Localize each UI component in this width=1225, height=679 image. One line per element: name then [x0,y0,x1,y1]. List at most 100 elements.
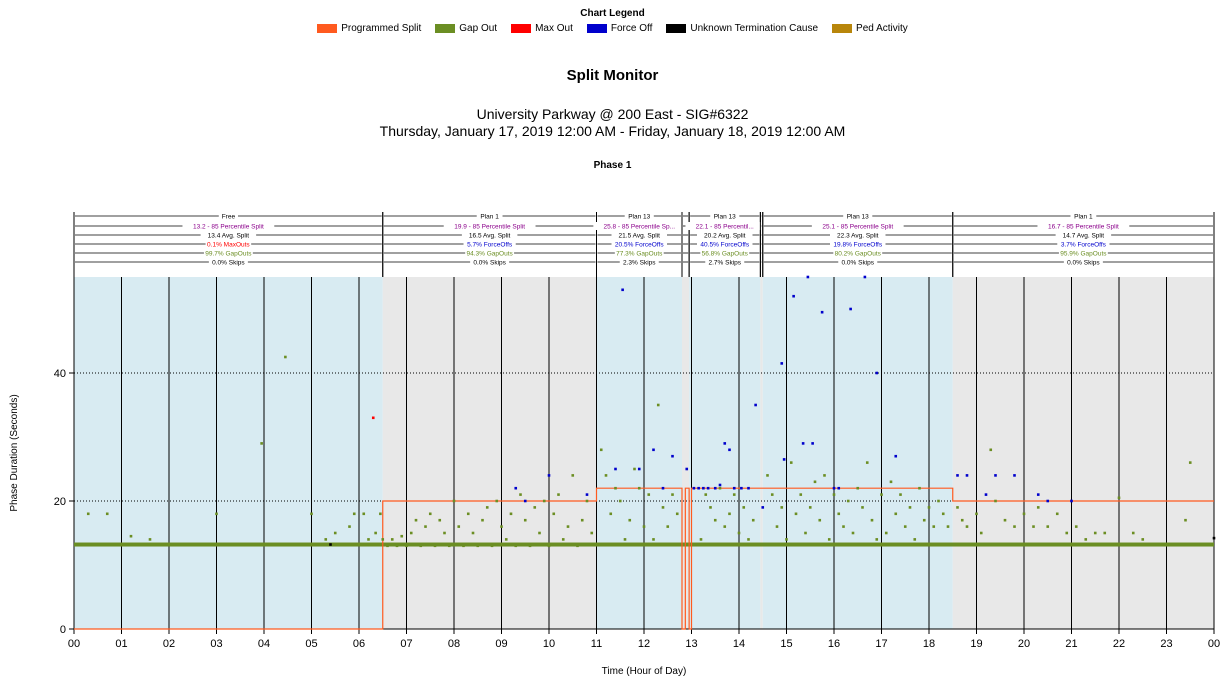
plan-background [682,277,690,629]
x-tick-label: 13 [685,638,697,650]
plan-stat-bg [593,222,686,230]
gap-out-point [842,525,845,528]
force-off-point [761,506,765,509]
gap-out-point [647,493,651,496]
plan-stat-bg [614,249,664,257]
force-off-point [984,493,988,496]
gap-out-point [374,531,377,535]
gap-out-point [989,448,993,452]
gap-out-point [538,531,541,535]
x-axis-label: Time (Hour of Day) [602,666,687,677]
plan-stat-bg [710,212,740,220]
gap-out-point [148,538,152,541]
gap-out-point [856,486,860,490]
plan-stat-pct85: 19.9 - 85 Percentile Split [454,224,525,231]
force-off-point [811,442,814,445]
gap-out-point [737,531,741,535]
gap-out-point [390,538,394,541]
unknown-termination-cause-point [1212,536,1216,540]
plan-stat-bg [218,212,238,220]
gap-out-point [481,518,484,522]
plan-stat-bg [461,231,518,239]
programmed-split-line [74,487,1214,630]
x-tick-label: 23 [1160,638,1172,650]
force-off-point [685,467,689,471]
plan-stat-gapouts: 95.9% GapOuts [1060,251,1107,258]
gap-out-point [533,506,537,509]
plan-stat-bg [1058,249,1108,257]
plan-stat-name: Plan 13 [714,214,736,221]
gap-out-point [747,538,750,541]
gap-out-point [918,486,921,490]
gap-out-point [367,538,370,541]
legend-swatch [666,24,687,33]
plan-stat-avg: 14.7 Avg. Split [1063,233,1105,240]
phase-label: Phase 1 [593,160,632,171]
gap-out-point [284,355,287,359]
plan-stat-bg [705,258,745,266]
gap-out-point [804,531,807,535]
plan-stat-bg [685,222,765,230]
plan-stat-avg: 20.2 Avg. Split [704,233,746,240]
gap-out-point [903,525,907,528]
gap-out-point [699,538,703,541]
x-tick-label: 04 [258,638,270,650]
gap-out-point [509,512,513,516]
force-off-point [1036,493,1040,496]
gap-out-point [1022,512,1026,516]
plan-stat-bg [624,212,654,220]
force-off-point [1046,499,1050,503]
plan-stat-gapouts: 56.8% GapOuts [702,251,749,258]
force-off-point [894,454,898,458]
gap-out-point [875,538,879,541]
gap-out-point [561,538,565,541]
gap-out-point [813,480,817,484]
force-off-point [523,499,527,503]
legend-label: Programmed Split [341,23,422,34]
force-off-point [697,486,700,490]
gap-out-point [818,518,822,522]
force-off-point [994,474,997,477]
plan-stat-bg [838,258,878,266]
gap-out-point [105,512,109,516]
plan-stat-name: Plan 1 [480,214,499,221]
plan-stat-bg [833,249,883,257]
legend-item: Unknown Termination Cause [666,23,818,34]
gap-out-point [1036,506,1040,509]
plan-stat-bg [830,240,886,248]
gap-out-point [324,538,328,541]
legend-label: Unknown Termination Cause [690,23,819,34]
plan-stat-pct85: 16.7 - 85 Percentile Split [1048,224,1119,231]
plan-stat-bg [611,231,667,239]
plan-stat-gapouts: 99.7% GapOuts [205,251,252,258]
gap-out-point [419,544,423,548]
force-off-point [782,458,786,461]
y-tick-label: 40 [54,368,66,380]
plan-stat-terminations: 19.8% ForceOffs [833,242,882,249]
gap-out-point [1003,518,1007,522]
plan-stat-bg [811,222,904,230]
gap-out-point [260,442,263,445]
force-off-point [718,483,722,487]
gap-out-point [780,506,784,509]
gap-out-point [723,525,727,528]
gap-out-point [462,544,465,548]
plan-stat-bg [1057,240,1110,248]
gap-out-point [571,474,575,477]
gap-out-point [405,544,408,548]
force-off-point [801,442,805,445]
legend-swatch [586,24,607,33]
force-off-point [849,307,852,311]
gap-out-point [409,531,413,535]
x-tick-label: 20 [1018,638,1030,650]
force-off-point [1013,474,1016,477]
gap-out-point [542,499,546,503]
gap-out-point [1065,531,1069,535]
gap-out-point [922,518,926,522]
gap-out-point [1093,531,1097,535]
gap-out-point [633,467,636,471]
gap-out-point [941,512,945,516]
gap-out-point [913,538,917,541]
gap-out-point [428,512,432,516]
